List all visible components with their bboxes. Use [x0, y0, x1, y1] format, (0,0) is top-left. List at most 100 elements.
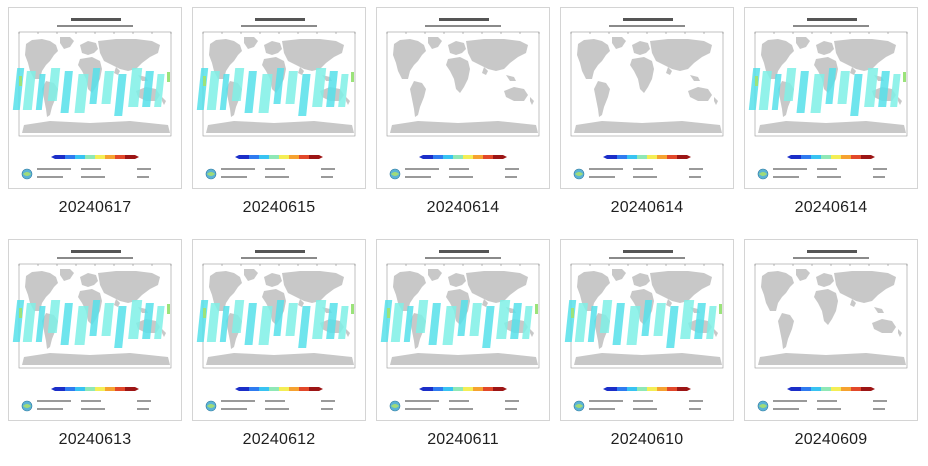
colorbar-segment [279, 155, 289, 159]
map-footer-bar [137, 176, 149, 178]
map-footer-bar [321, 168, 335, 170]
colorbar-segment [65, 155, 75, 159]
map-swath [47, 300, 61, 333]
map-continent [850, 67, 856, 75]
thumbnail-image[interactable] [744, 7, 918, 189]
map-continent [428, 37, 442, 49]
thumbnail-image[interactable] [192, 239, 366, 421]
map-continent [98, 39, 160, 71]
map-continent [162, 329, 166, 337]
thumbnail-tile[interactable]: 20240613 [8, 239, 182, 465]
colorbar-segment [607, 387, 617, 391]
map-continent [778, 313, 794, 349]
map-swath [903, 72, 906, 82]
map-continent [264, 41, 282, 55]
thumbnail-tile[interactable]: 20240614 [560, 7, 734, 233]
map-continent [466, 39, 528, 71]
colorbar-segment [423, 387, 433, 391]
thumbnail-caption[interactable]: 20240609 [794, 431, 868, 448]
map-continent [244, 37, 258, 49]
thumbnail-caption[interactable]: 20240613 [58, 431, 132, 448]
thumbnail-image[interactable] [376, 239, 550, 421]
thumbnail-image[interactable] [560, 239, 734, 421]
map-continent [448, 41, 466, 55]
thumbnail-caption[interactable]: 20240611 [427, 431, 499, 448]
thumbnail-tile[interactable]: 20240615 [192, 7, 366, 233]
map-swath [219, 306, 230, 342]
thumbnail-caption[interactable]: 20240617 [58, 199, 132, 216]
map-swath [837, 71, 850, 104]
colorbar-segment [75, 155, 85, 159]
colorbar-segment [483, 387, 493, 391]
colorbar-arrow-left [419, 387, 423, 391]
world-map-icon [564, 250, 724, 412]
thumbnail-image[interactable] [376, 7, 550, 189]
thumbnail-image[interactable] [8, 7, 182, 189]
colorbar-icon [603, 155, 691, 159]
map-swath [89, 300, 101, 336]
thumbnail-tile[interactable]: 20240611 [376, 239, 550, 465]
thumbnail-image[interactable] [560, 7, 734, 189]
map-title-bar [439, 250, 489, 253]
colorbar-segment [463, 155, 473, 159]
map-footer-bar [265, 168, 285, 170]
thumbnail-tile[interactable]: 20240609 [744, 239, 918, 465]
colorbar-segment [617, 155, 627, 159]
colorbar-segment [493, 387, 503, 391]
map-panel [564, 263, 724, 369]
map-swath [154, 74, 165, 107]
map-footer-bar [321, 408, 333, 410]
thumbnail-image[interactable] [744, 239, 918, 421]
map-continent [448, 273, 466, 287]
thumbnail-tile[interactable]: 20240614 [376, 7, 550, 233]
thumbnail-caption[interactable]: 20240615 [242, 199, 316, 216]
colorbar-segment [473, 155, 483, 159]
thumbnail-caption[interactable]: 20240612 [242, 431, 316, 448]
map-footer-bar [589, 408, 615, 410]
colorbar-segment [667, 155, 677, 159]
map-continent [482, 299, 488, 307]
thumbnail-image[interactable] [8, 239, 182, 421]
thumbnail-caption[interactable]: 20240610 [610, 431, 684, 448]
map-continent [594, 81, 610, 117]
map-continent [22, 353, 170, 365]
map-swath [510, 303, 522, 339]
thumbnail-tile[interactable]: 20240617 [8, 7, 182, 233]
map-continent [898, 97, 902, 105]
map-continent [22, 121, 170, 133]
map-footer-bar [505, 168, 519, 170]
map-swath [387, 308, 390, 318]
colorbar-segment [289, 387, 299, 391]
map-continent [482, 67, 488, 75]
map-swath [641, 300, 653, 336]
map-swath [114, 306, 127, 348]
colorbar-segment [105, 387, 115, 391]
map-swath [231, 68, 245, 101]
thumbnail-caption[interactable]: 20240614 [794, 199, 868, 216]
map-footer-bar [81, 400, 101, 402]
colorbar-segment [637, 387, 647, 391]
colorbar-segment [125, 155, 135, 159]
thumbnail-tile[interactable]: 20240612 [192, 239, 366, 465]
colorbar-segment [861, 387, 871, 391]
colorbar-segment [801, 155, 811, 159]
map-continent [666, 67, 672, 75]
thumbnail-tile[interactable]: 20240610 [560, 239, 734, 465]
map-swath [351, 72, 354, 82]
map-footer-bar [689, 176, 701, 178]
thumbnail-image[interactable] [192, 7, 366, 189]
colorbar-arrow-right [871, 155, 875, 159]
map-continent [574, 353, 722, 365]
colorbar-segment [617, 387, 627, 391]
map-footer-bar [449, 400, 469, 402]
colorbar-icon [51, 155, 139, 159]
thumbnail-tile[interactable]: 20240614 [744, 7, 918, 233]
map-continent [209, 271, 242, 311]
map-swath [694, 303, 706, 339]
map-footer-bar [873, 176, 885, 178]
map-swath [758, 71, 772, 110]
map-continent [834, 271, 896, 303]
thumbnail-caption[interactable]: 20240614 [426, 199, 500, 216]
thumbnail-caption[interactable]: 20240614 [610, 199, 684, 216]
